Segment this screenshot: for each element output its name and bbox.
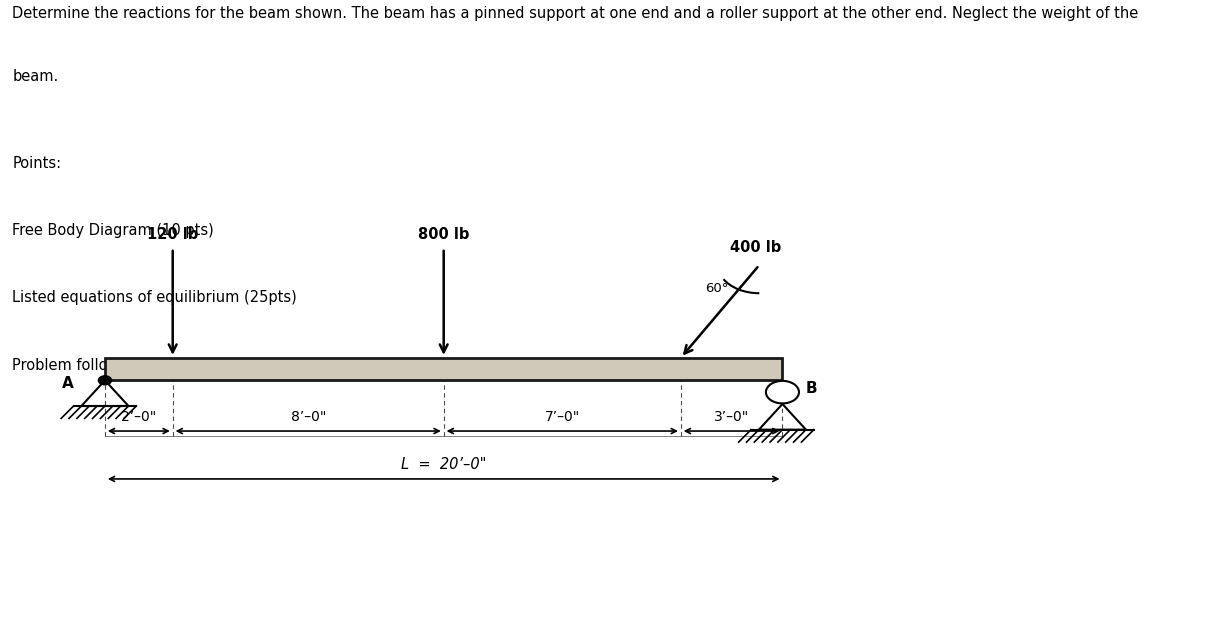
Text: 2’–0": 2’–0" — [121, 410, 157, 424]
Text: 7’–0": 7’–0" — [545, 410, 580, 424]
Text: Problem follows the SMART problem solution (15 pts): Problem follows the SMART problem soluti… — [12, 358, 400, 373]
Circle shape — [98, 376, 111, 385]
Text: B: B — [805, 381, 818, 396]
Text: 120 lb: 120 lb — [147, 227, 198, 242]
Text: 8’–0": 8’–0" — [290, 410, 326, 424]
Text: Points:: Points: — [12, 156, 61, 172]
Text: Determine the reactions for the beam shown. The beam has a pinned support at one: Determine the reactions for the beam sho… — [12, 6, 1138, 21]
Bar — [105, 358, 782, 380]
Text: Free Body Diagram (10 pts): Free Body Diagram (10 pts) — [12, 223, 214, 238]
Circle shape — [766, 381, 799, 404]
Text: 800 lb: 800 lb — [419, 227, 469, 242]
Text: 400 lb: 400 lb — [730, 240, 781, 255]
Text: 60°: 60° — [705, 282, 728, 295]
Text: A: A — [62, 376, 73, 391]
Text: L  =  20’–0": L = 20’–0" — [401, 457, 486, 471]
Text: Listed equations of equilibrium (25pts): Listed equations of equilibrium (25pts) — [12, 291, 297, 305]
Text: 3’–0": 3’–0" — [714, 410, 749, 424]
Text: beam.: beam. — [12, 69, 59, 85]
